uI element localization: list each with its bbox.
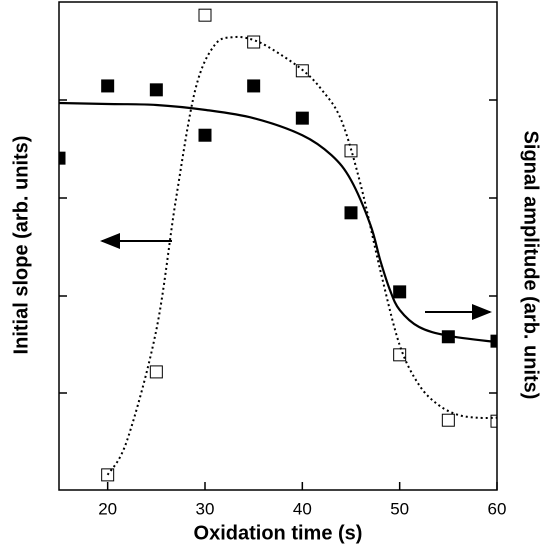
x-tick-label: 50	[390, 499, 409, 518]
fit-curve	[106, 35, 497, 476]
data-point	[247, 79, 261, 93]
y-ticks	[59, 99, 497, 394]
plot-area	[59, 8, 497, 482]
plot-frame	[58, 1, 498, 491]
y-axis-label: Initial slope (arb. units)	[10, 136, 32, 355]
data-point	[59, 151, 66, 165]
data-point	[247, 35, 261, 49]
data-point	[149, 365, 163, 379]
data-point	[295, 111, 309, 125]
data-point	[490, 414, 497, 428]
data-point	[101, 79, 115, 93]
x-tick-label: 30	[196, 499, 215, 518]
data-point	[149, 83, 163, 97]
data-point	[198, 128, 212, 142]
data-point	[393, 348, 407, 362]
data-point	[393, 285, 407, 299]
data-point	[344, 206, 358, 220]
data-point	[344, 144, 358, 158]
y2-axis-label: Signal amplitude (arb. units)	[520, 131, 541, 400]
x-axis-label: Oxidation time (s)	[194, 522, 363, 544]
fit-curve	[59, 101, 497, 344]
x-tick-label: 20	[98, 499, 117, 518]
x-tick-label: 60	[488, 499, 507, 518]
data-point	[441, 413, 455, 427]
data-point	[198, 8, 212, 22]
x-tick-label: 40	[293, 499, 312, 518]
